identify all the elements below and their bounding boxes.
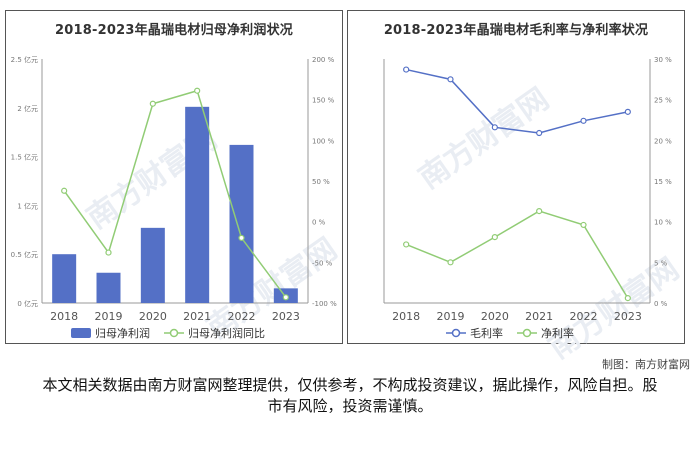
x-tick-label: 2018 xyxy=(50,310,78,323)
chart-title: 2018-2023年晶瑞电材毛利率与净利率状况 xyxy=(383,23,649,38)
y-right-tick-label: 10 % xyxy=(654,219,672,227)
yoy-point xyxy=(61,187,68,194)
y-left-tick-label: 1.5 亿元 xyxy=(11,153,38,162)
bar xyxy=(140,227,165,303)
legend-label: 净利率 xyxy=(541,326,574,340)
x-tick-label: 2019 xyxy=(437,310,465,323)
net-margin-point xyxy=(491,234,498,241)
x-tick-label: 2021 xyxy=(525,310,553,323)
disclaimer-text: 本文相关数据由南方财富网整理提供，仅供参考，不构成投资建议，据此操作，风险自担。… xyxy=(42,376,658,415)
legend-swatch-marker xyxy=(451,328,461,338)
legend-label: 归母净利润 xyxy=(95,326,150,340)
y-right-tick-label: 200 % xyxy=(312,56,335,64)
legend-swatch-marker xyxy=(522,328,532,338)
bar xyxy=(229,144,254,303)
net-margin-line xyxy=(405,210,629,299)
yoy-point xyxy=(105,249,112,256)
gross-margin-point xyxy=(624,108,631,115)
y-right-tick-label: 30 % xyxy=(654,56,672,64)
legend-swatch-marker xyxy=(169,328,179,338)
yoy-point xyxy=(238,234,245,242)
y-right-tick-label: 0 % xyxy=(312,219,326,227)
net-profit-chart: 2018 2019 2020 2021 2022 2023 0 亿元 0.5 亿元 1 亿元 1.… xyxy=(11,55,337,340)
x-tick-label: 2020 xyxy=(139,310,167,323)
legend-label: 归母净利润同比 xyxy=(188,326,265,340)
net-margin-point xyxy=(447,259,454,266)
margin-chart: 2018 2019 2020 2021 2022 2023 0 % 5 % 10 % 15 % 20… xyxy=(383,56,672,340)
y-left-tick-label: 2.5 亿元 xyxy=(11,55,38,64)
y-right-tick-label: 150 % xyxy=(312,97,335,105)
x-tick-label: 2022 xyxy=(228,310,256,323)
legend-swatch-bar xyxy=(71,328,91,338)
bar xyxy=(96,272,121,303)
yoy-line xyxy=(63,89,287,298)
x-tick-label: 2023 xyxy=(614,310,642,323)
y-left-tick-label: 2 亿元 xyxy=(17,104,38,113)
x-tick-label: 2021 xyxy=(183,310,211,323)
yoy-point xyxy=(282,294,289,301)
chart-title: 2018-2023年晶瑞电材归母净利润状况 xyxy=(55,23,293,38)
y-right-tick-label: 100 % xyxy=(312,137,335,145)
legend-label: 毛利率 xyxy=(470,326,503,340)
y-right-tick-label: 50 % xyxy=(312,178,330,186)
net-margin-point xyxy=(536,207,543,215)
gross-margin-point xyxy=(447,76,454,83)
x-tick-label: 2023 xyxy=(272,310,300,323)
x-tick-label: 2019 xyxy=(95,310,123,323)
yoy-point xyxy=(194,87,201,94)
gross-margin-point xyxy=(580,117,587,124)
y-right-tick-label: -100 % xyxy=(312,300,337,308)
x-tick-label: 2022 xyxy=(570,310,598,323)
y-left-tick-label: 0 亿元 xyxy=(17,299,38,308)
y-left-tick-label: 0.5 亿元 xyxy=(11,250,38,259)
y-right-tick-label: 5 % xyxy=(654,259,668,267)
bar xyxy=(52,254,77,303)
yoy-point xyxy=(149,100,156,107)
y-right-tick-label: 15 % xyxy=(654,178,672,186)
net-margin-point xyxy=(580,221,587,229)
y-left-tick-label: 1 亿元 xyxy=(17,201,38,210)
bar xyxy=(185,106,210,303)
y-right-tick-label: 25 % xyxy=(654,97,672,105)
gross-margin-point xyxy=(491,124,498,131)
gross-margin-point xyxy=(403,66,410,73)
net-margin-point xyxy=(624,295,631,302)
gross-margin-point xyxy=(536,129,543,137)
gross-margin-line xyxy=(406,68,628,134)
x-tick-label: 2018 xyxy=(392,310,420,323)
x-tick-label: 2020 xyxy=(481,310,509,323)
chart-panel-net-profit: 南方财富网 南方财富网 2018-2023年晶瑞电材归母净利润状况 2018 20… xyxy=(5,10,344,346)
y-right-tick-label: 0 % xyxy=(654,300,668,308)
y-right-tick-label: -50 % xyxy=(312,259,333,267)
chart-panel-margins: 南方财富网 南方财富网 2018-2023年晶瑞电材毛利率与净利率状况 2018… xyxy=(347,10,686,366)
chart-credit: 制图：南方财富网 xyxy=(602,358,690,371)
net-margin-point xyxy=(403,241,410,248)
y-right-tick-label: 20 % xyxy=(654,137,672,145)
